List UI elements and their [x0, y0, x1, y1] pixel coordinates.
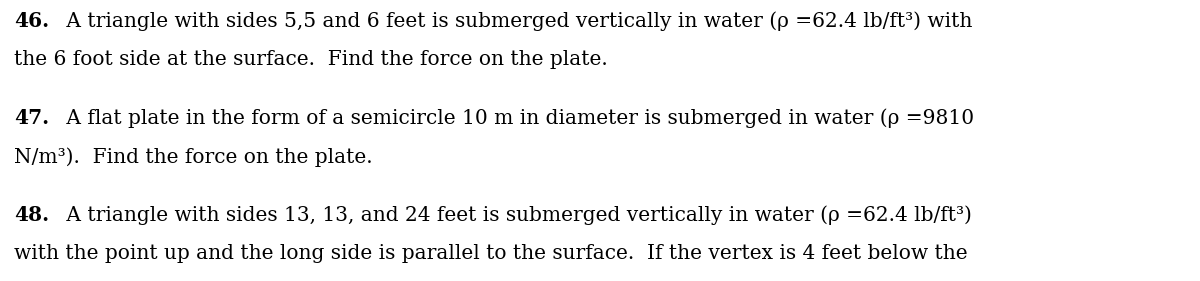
- Text: the 6 foot side at the surface.  Find the force on the plate.: the 6 foot side at the surface. Find the…: [14, 50, 608, 69]
- Text: with the point up and the long side is parallel to the surface.  If the vertex i: with the point up and the long side is p…: [14, 244, 968, 263]
- Text: A triangle with sides 5,5 and 6 feet is submerged vertically in water (ρ =62.4 l: A triangle with sides 5,5 and 6 feet is …: [60, 11, 972, 31]
- Text: A triangle with sides 13, 13, and 24 feet is submerged vertically in water (ρ =6: A triangle with sides 13, 13, and 24 fee…: [60, 205, 972, 225]
- Text: N/m³).  Find the force on the plate.: N/m³). Find the force on the plate.: [14, 147, 373, 167]
- Text: A flat plate in the form of a semicircle 10 m in diameter is submerged in water : A flat plate in the form of a semicircle…: [60, 108, 974, 128]
- Text: 46.: 46.: [14, 11, 49, 31]
- Text: 48.: 48.: [14, 205, 49, 225]
- Text: 47.: 47.: [14, 108, 49, 128]
